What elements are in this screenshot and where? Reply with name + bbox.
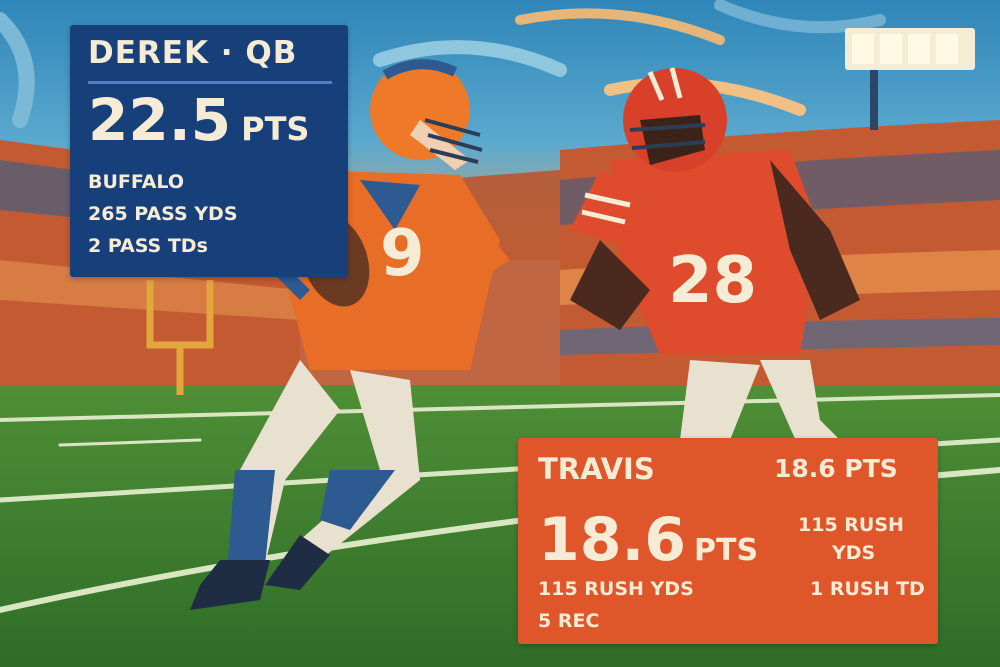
rb-jersey-number: 28 (668, 244, 757, 318)
rb-side-stat: 1 RUSH TD (810, 578, 925, 600)
qb-jersey-number: 9 (380, 217, 425, 291)
rb-stat-card: TRAVIS 18.6 PTS 18.6 PTS 115 RUSH YDS 5 R… (518, 438, 938, 644)
qb-stat-line: 265 PASS YDS (88, 203, 238, 225)
rb-stat-line: 5 REC (538, 610, 600, 632)
qb-points-value: 22.5 (88, 86, 232, 154)
qb-points: 22.5 PTS (88, 91, 309, 149)
rb-stat-line: 115 RUSH YDS (538, 578, 694, 600)
rb-points-value: 18.6 (538, 505, 687, 575)
rb-points-unit: PTS (694, 533, 759, 568)
rb-side-stat: YDS (832, 542, 876, 564)
stadium-light-tower (845, 28, 975, 130)
qb-stat-line: BUFFALO (88, 171, 184, 193)
rb-header-points: 18.6 PTS (774, 454, 898, 483)
rb-points: 18.6 PTS (538, 510, 758, 570)
goal-post (146, 280, 214, 395)
qb-points-unit: PTS (241, 110, 310, 148)
card-divider (88, 81, 332, 84)
qb-stat-line: 2 PASS TDs (88, 235, 208, 257)
qb-stat-card: DEREK · QB 22.5 PTS BUFFALO 265 PASS YDS … (70, 25, 348, 277)
rb-side-stat: 115 RUSH (798, 514, 904, 536)
qb-card-title: DEREK · QB (88, 35, 298, 71)
rb-card-name: TRAVIS (538, 452, 655, 486)
